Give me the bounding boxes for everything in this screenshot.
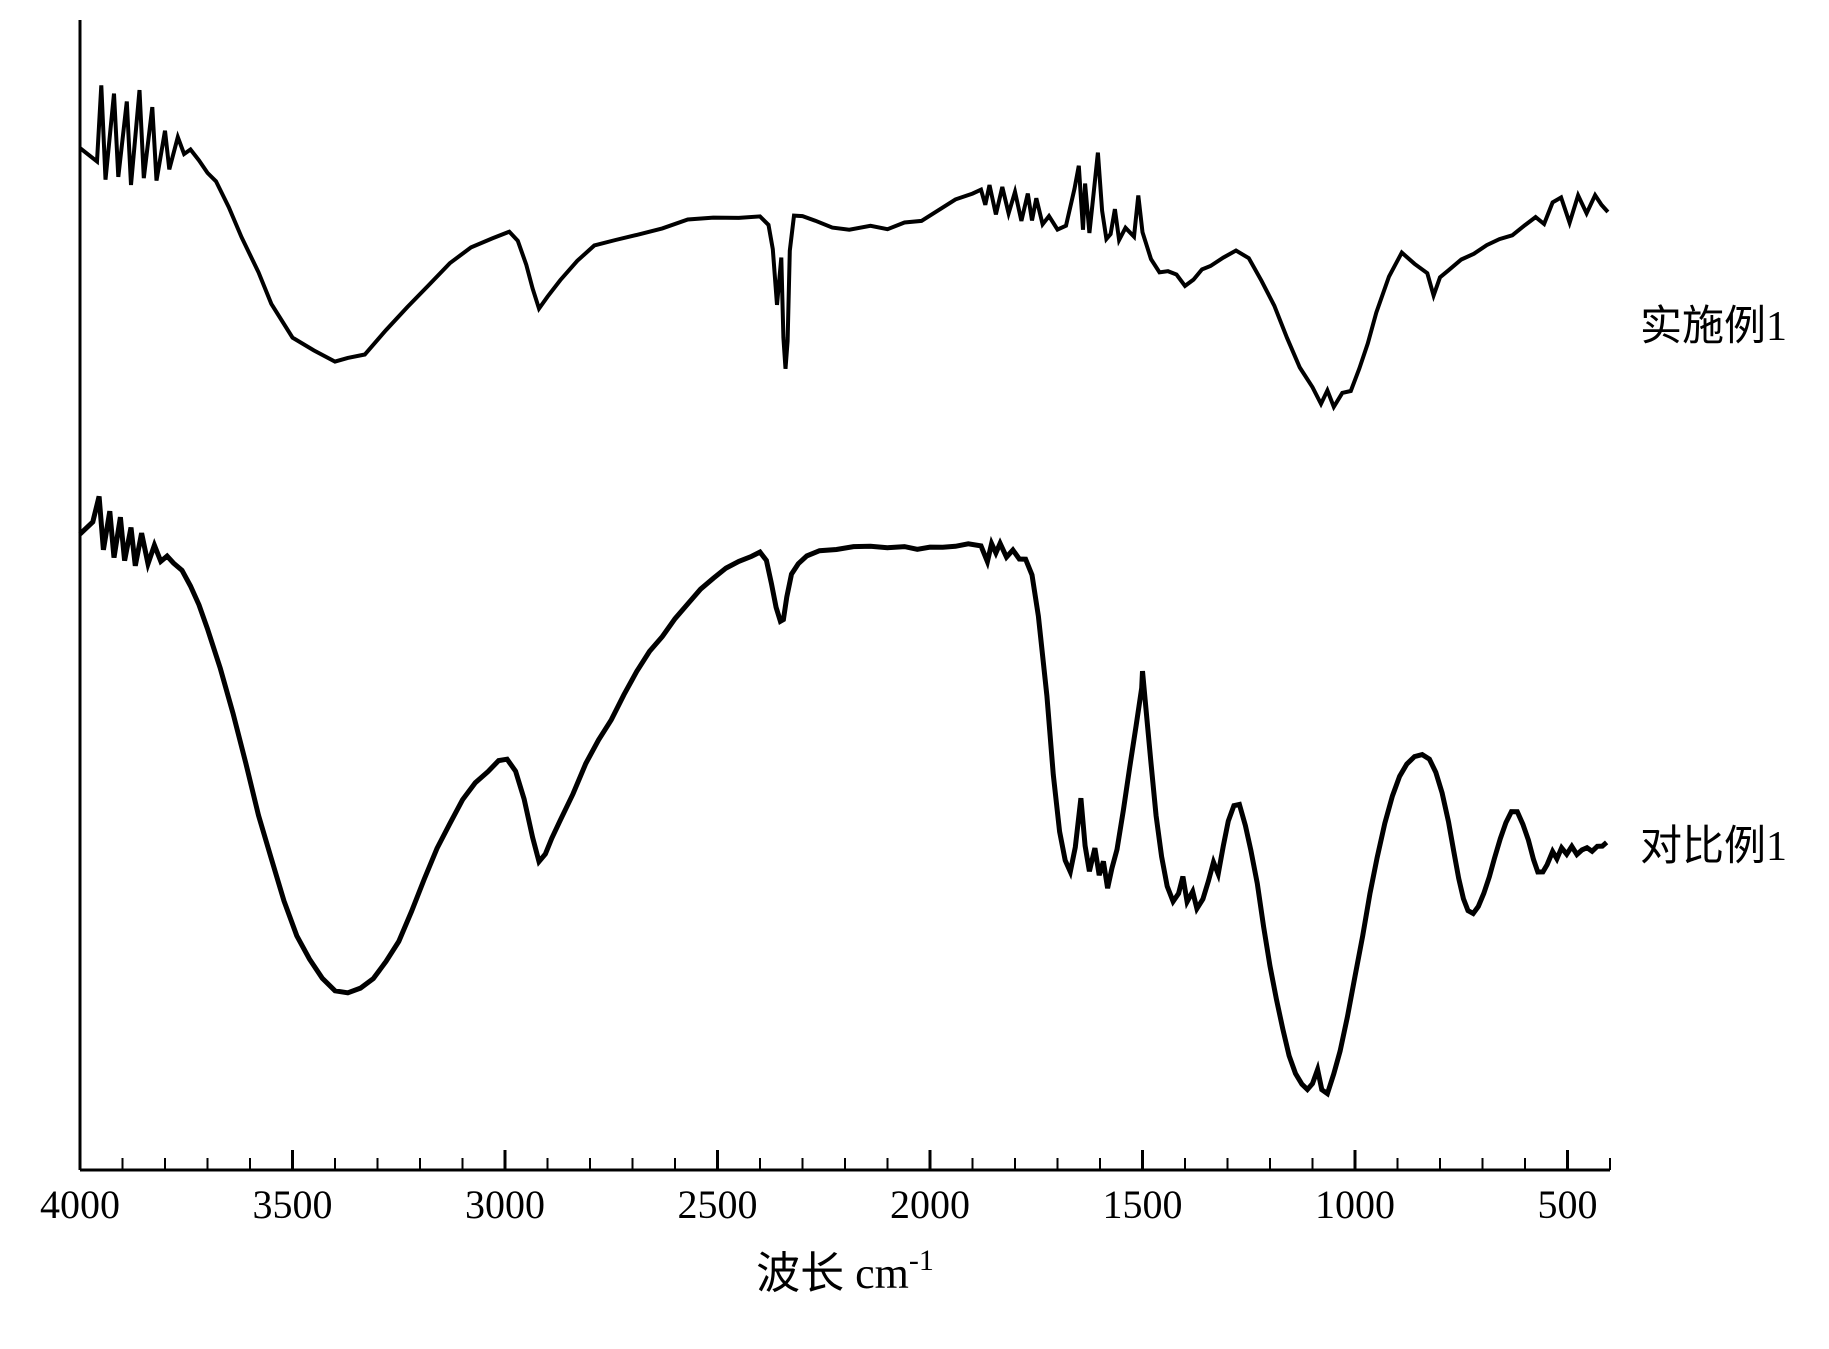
x-tick-label: 2000 [890,1182,970,1227]
x-tick-label: 500 [1538,1182,1598,1227]
x-tick-label: 1000 [1315,1182,1395,1227]
x-tick-label: 1500 [1103,1182,1183,1227]
spectrum-对比例1 [80,496,1607,1093]
x-tick-label: 2500 [678,1182,758,1227]
series-label: 对比例1 [1640,824,1787,870]
ir-spectra-chart: 4000 3500 3000 2500 2000 1500 1000 500 波长 cm-1 实施… [0,0,1829,1349]
spectrum-实施例1 [80,85,1608,407]
series-label: 实施例1 [1640,303,1787,350]
x-tick-label: 3500 [253,1182,333,1227]
x-tick-label: 3000 [465,1182,545,1227]
x-tick-label: 4000 [40,1182,120,1227]
x-axis-title: 波长 cm-1 [756,1244,934,1298]
